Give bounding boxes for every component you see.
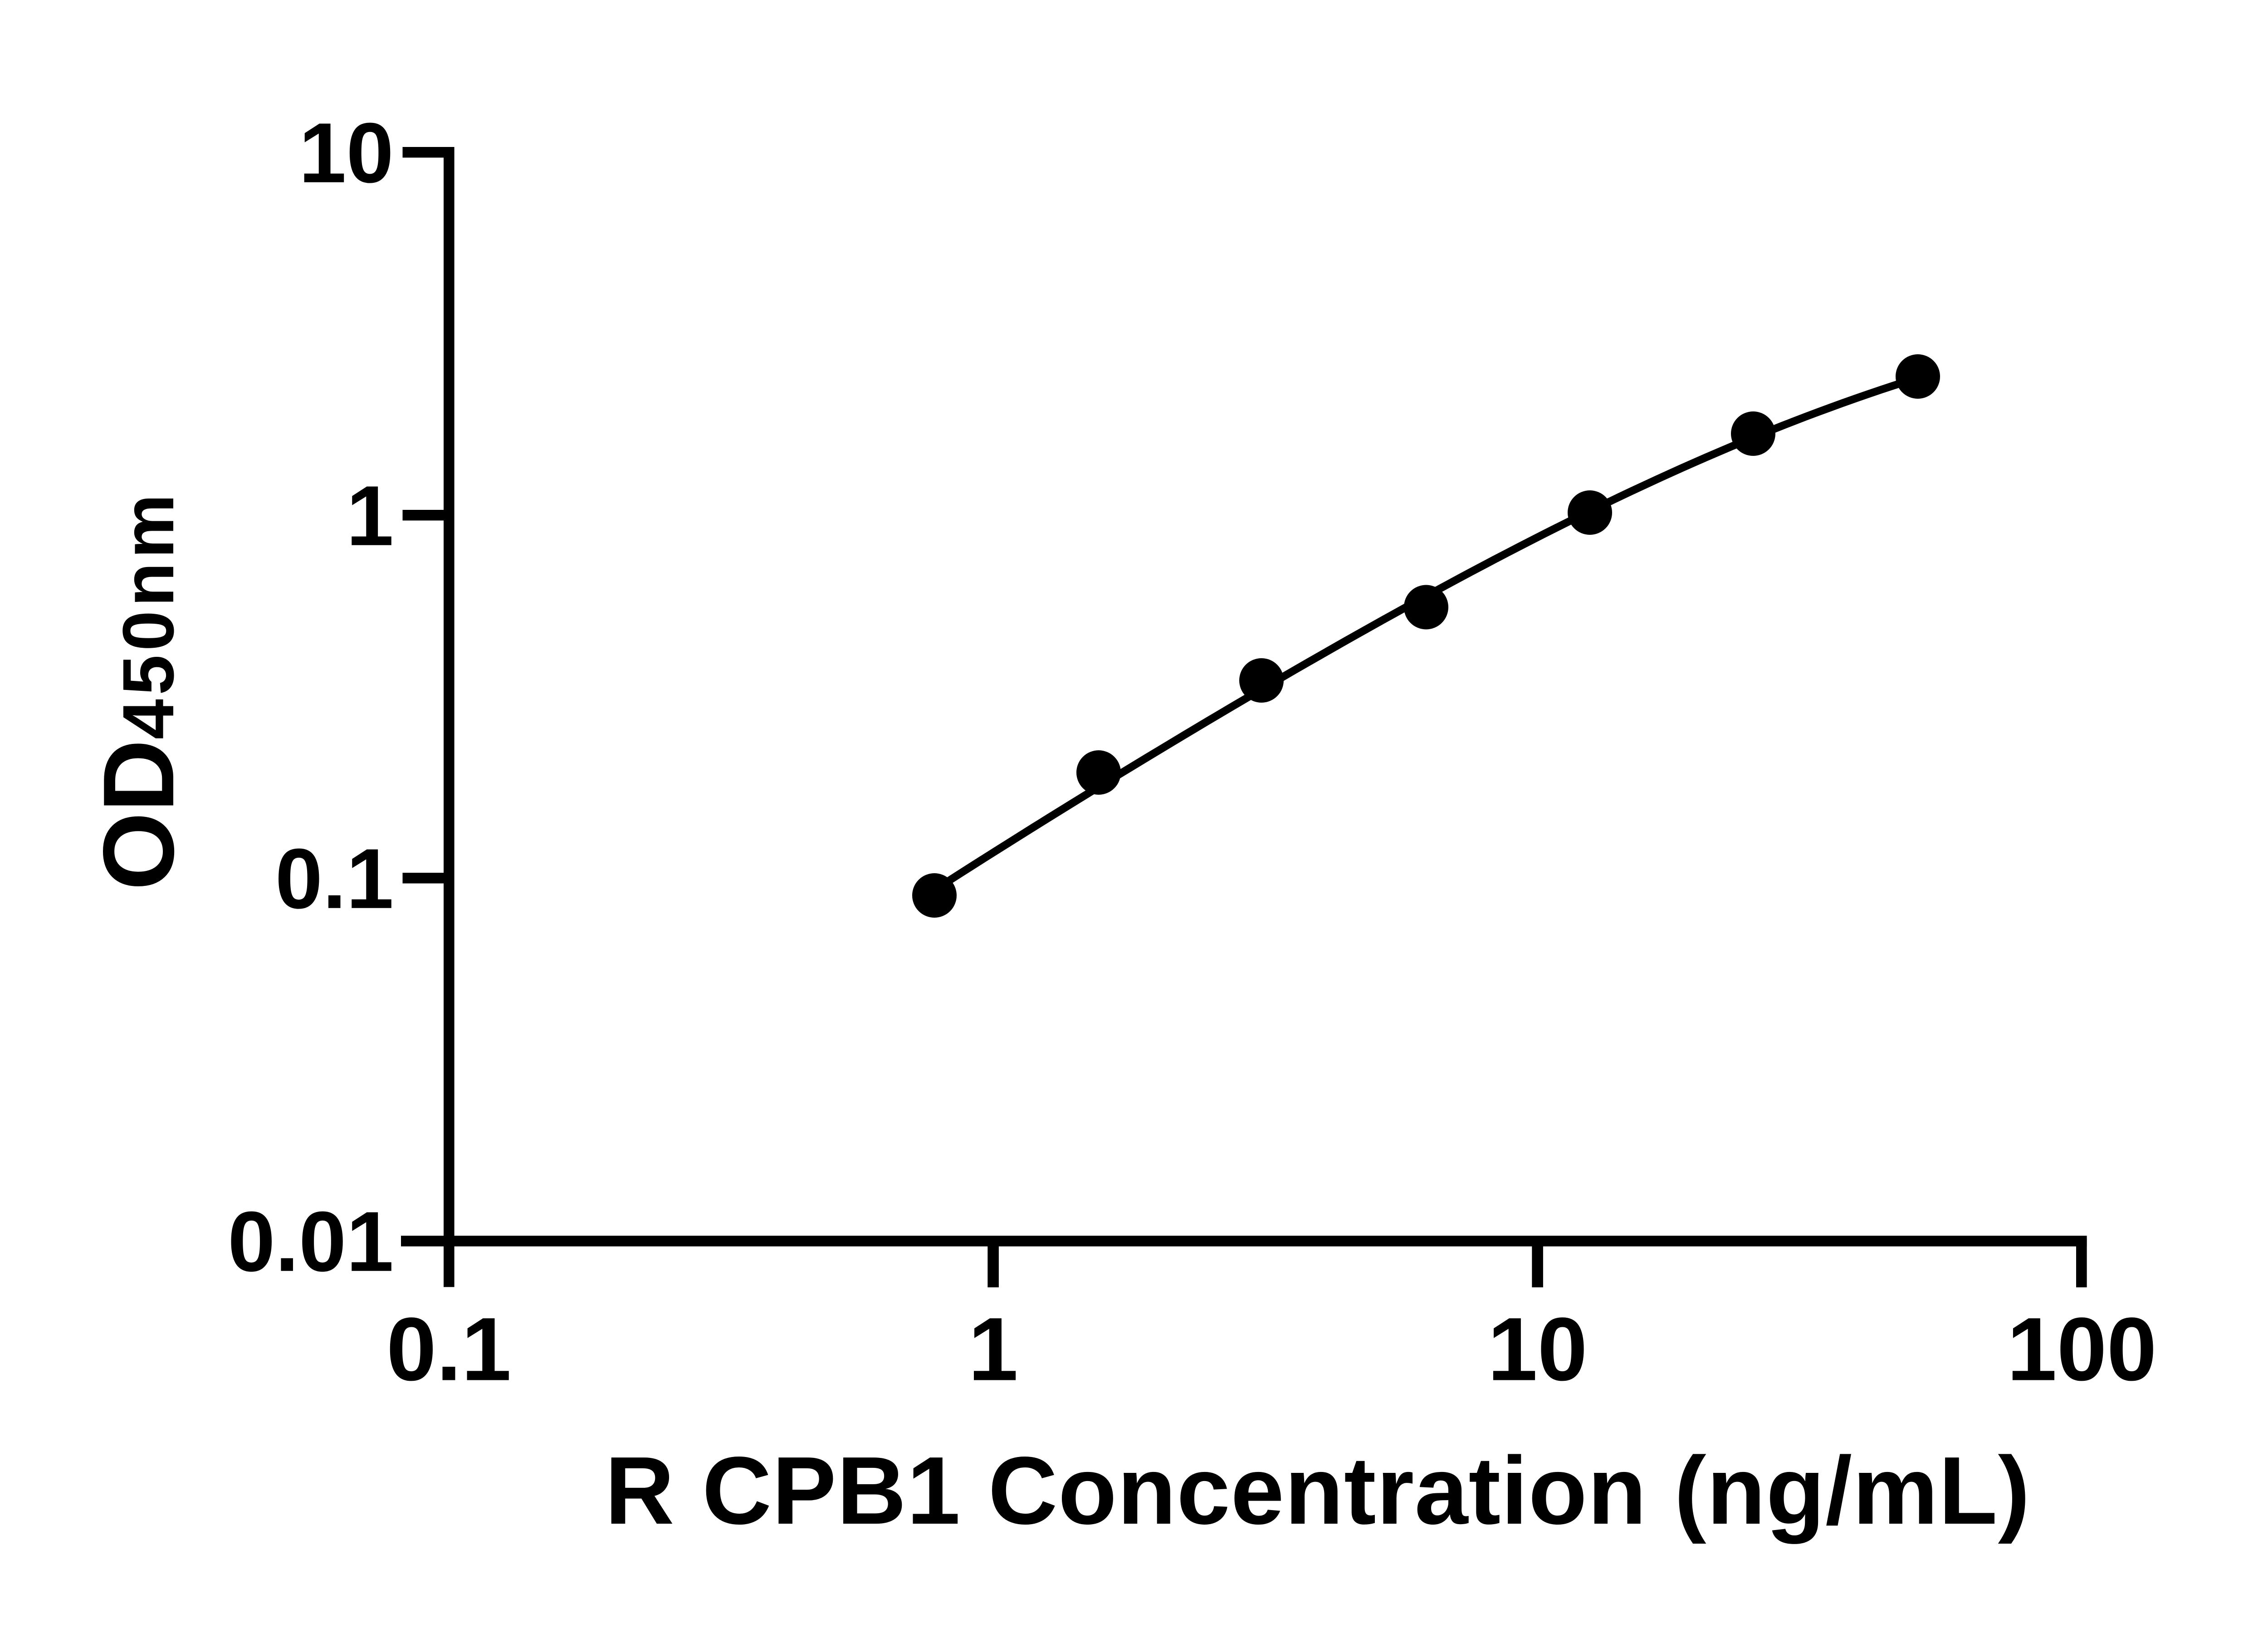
svg-text:1: 1 <box>968 1299 1018 1399</box>
svg-text:0.1: 0.1 <box>275 831 394 926</box>
svg-text:OD450nm: OD450nm <box>83 490 195 890</box>
svg-text:1: 1 <box>346 468 394 563</box>
svg-text:100: 100 <box>2007 1299 2156 1399</box>
svg-text:0.01: 0.01 <box>228 1194 394 1289</box>
svg-text:0.1: 0.1 <box>386 1299 511 1399</box>
svg-text:10: 10 <box>299 105 394 200</box>
svg-text:10: 10 <box>1487 1299 1587 1399</box>
svg-text:R CPB1 Concentration (ng/mL): R CPB1 Concentration (ng/mL) <box>605 1437 2031 1544</box>
